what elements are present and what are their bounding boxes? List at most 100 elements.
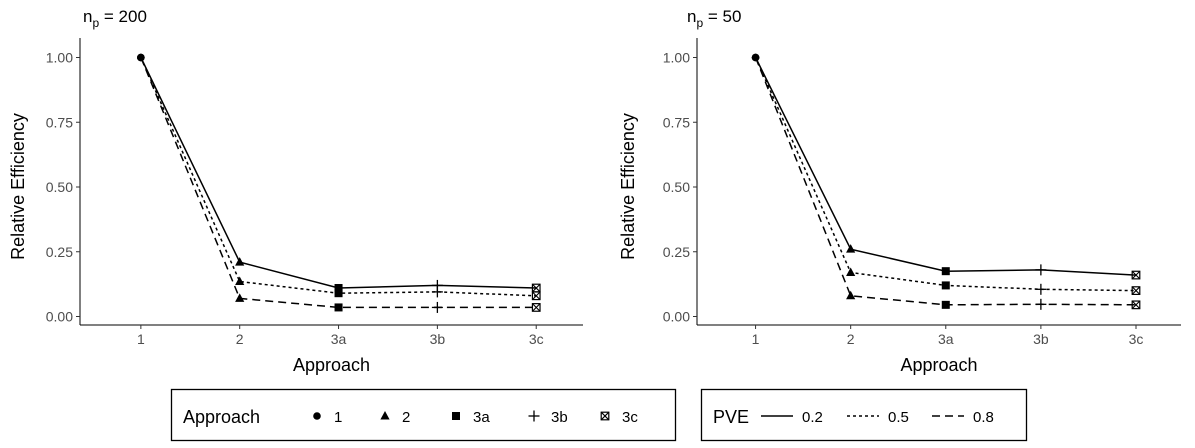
legend-approach-key-2 [380,411,390,420]
panel-2-x-axis-label: Approach [900,355,977,375]
panel-1-series-0.8-point-2-mark [235,293,245,302]
panel-1-series-0.8-line [140,57,537,309]
panel-2-series-0.5-point-3a-mark [941,281,950,290]
panel-2-series-0.2-point-3b [1035,264,1047,276]
panel-1-y-axis-label: Relative Efficiency [8,113,28,260]
panel-2-series-0.8-point-1 [751,53,760,62]
legend-pve-title: PVE [713,407,749,427]
panel-1-series-0.5-point-3b [431,286,443,298]
panel-1-series-0.8-point-3c [531,303,541,312]
panel-2-y-tick-label: 0.75 [663,114,690,130]
panel-1-series-0.2-point-3a-mark [334,284,343,293]
legend-pve-label-0.8: 0.8 [973,409,994,426]
panel-2-series-0.8-point-2 [846,290,856,300]
legend-approach-key-1 [313,412,321,420]
panel-2-series-0.2-point-2 [846,244,856,253]
panel-1-series-0.5-point-3c [531,291,541,301]
panel-2-series-0.2-point-3c-mark-box [1131,270,1141,280]
panel-2-series-0.8-point-1-mark [751,53,760,62]
legend-approach-key-3c-mark-box [600,411,610,421]
legend-approach-key-3a-mark [452,412,460,420]
panel-1-x-tick-label: 3b [430,331,446,347]
panel-1-x-tick-label: 2 [236,331,244,347]
panel-1-series-0.8-point-3b [431,301,443,313]
panel-1-y-tick-label: 1.00 [46,50,73,66]
panel-2-series-0.8-point-3a [941,300,950,309]
panel-2-series-0.2-point-3a [941,267,950,276]
panel-1-x-axis-label: Approach [293,355,370,375]
panel-1-series-0.8-point-1-mark [137,53,145,62]
panel-2-series-0.8-point-3c-mark-d2 [1131,300,1141,310]
legend-pve-box [700,388,1028,442]
panel-2-x-tick-label: 1 [752,331,760,347]
panel-1-series-0.2-line [140,57,537,289]
legend-approach-key-1-mark [313,412,321,420]
legend-approach-key-2-mark [380,411,390,420]
panel-1-series-0.8-point-2 [235,293,245,302]
panel-1-series-0.5-line [140,57,537,297]
panel-1-series-0.2-point-3c [531,283,541,293]
legend-approach-label-2: 2 [402,409,410,426]
panel-1-y-tick-label: 0.50 [46,179,73,195]
panel-1-series-0.5-point-3a [334,289,343,298]
panel-2-series-0.5-point-2 [846,267,856,276]
panel-2-x-tick-label: 3b [1033,331,1049,347]
panel-1-series-0.8-point-1 [137,53,145,62]
panel-2-series-0.2-point-3a-mark [941,267,950,276]
panel-1-series-0.8-point-3c-mark-box [531,303,541,312]
panel-1-y-tick-label: 0.00 [46,309,73,325]
panel-1-series-0.5-point-2 [235,276,245,286]
panel-2-series-0.2-line [754,57,1137,276]
panel-2-series-0.2-point-3c-mark-d2 [1131,270,1141,280]
panel-2-series-0.5-point-3c [1131,286,1141,295]
legend-approach-key-3a [452,412,460,420]
panel-2-series-0.8-point-3c [1131,300,1141,310]
panel-2-series-0.8-point-3b [1035,298,1047,310]
panel-1-x-tick-label: 3a [331,331,347,347]
panel-2-series-0.5-point-3c-mark-d2 [1131,286,1141,295]
panel-2-x-tick-label: 3c [1129,331,1144,347]
legend-approach-key-3c [600,411,610,421]
legend-pve-label-0.2: 0.2 [802,409,823,426]
panel-2-x-tick-label: 2 [847,331,855,347]
legend-approach-label-3c: 3c [622,409,638,426]
panel-2-series-0.2-point-3c [1131,270,1141,280]
panel-1-series-0.2-point-3a [334,284,343,293]
panel-2-y-tick-label: 0.25 [663,244,690,260]
panel-2-x-tick-label: 3a [938,331,954,347]
panel-2-series-0.5-point-3c-mark-box [1131,286,1141,295]
panel-2-y-axis-label: Relative Efficiency [618,113,638,260]
panel-2-series-0.5-point-2-mark [846,267,856,276]
legend-approach-title: Approach [183,407,260,427]
panel-1-title: np = 200 [83,7,147,30]
panel-1-x-tick-label: 1 [137,331,145,347]
panel-1-x-tick-label: 3c [529,331,544,347]
panel-1-series-0.8-point-3c-mark-d2 [532,303,541,312]
legend-pve: PVE 0.2 0.5 0.8 [700,388,1028,442]
panel-1-series-0.5-point-3c-mark-box [531,291,541,301]
panel-2-y-tick-label: 1.00 [663,50,690,66]
legend-approach-key-3b [528,410,540,422]
panel-2-series-0.2-point-2-mark [846,244,856,253]
legend-approach-label-3a: 3a [473,409,490,426]
legend-approach-key-3c-mark-d2 [600,411,610,421]
panel-1-series-0.2-point-2 [235,257,245,266]
panel-1-series-0.2-point-2-mark [235,257,245,266]
panel-2-series-0.8-point-3c-mark-box [1131,300,1141,310]
panel-1-y-tick-label: 0.75 [46,114,73,130]
panel-1: np = 200 0.00 0.25 0.50 0.75 1.00 1 2 3a 3b 3c Appr… [8,7,583,375]
panel-1-series-0.2-point-3c-mark-d2 [532,283,541,293]
panel-2-series-0.5-point-3a [941,281,950,290]
panel-2-y-tick-label: 0.50 [663,179,690,195]
panel-2-title: np = 50 [687,7,741,30]
panel-1-series-0.8-point-3a [334,303,343,312]
legend-pve-label-0.5: 0.5 [888,409,909,426]
panel-1-series-0.8-point-3a-mark [334,303,343,312]
legend-approach-box [170,388,677,442]
legend-approach-label-1: 1 [334,409,342,426]
panel-1-series-0.5-point-3c-mark-d2 [532,291,541,300]
panel-2-series-0.8-point-3a-mark [941,300,950,309]
legend-approach: Approach 1 2 3a 3b 3c [170,388,677,442]
panel-2: np = 50 0.00 0.25 0.50 0.75 1.00 1 2 3a 3b 3c Appro… [618,7,1181,375]
